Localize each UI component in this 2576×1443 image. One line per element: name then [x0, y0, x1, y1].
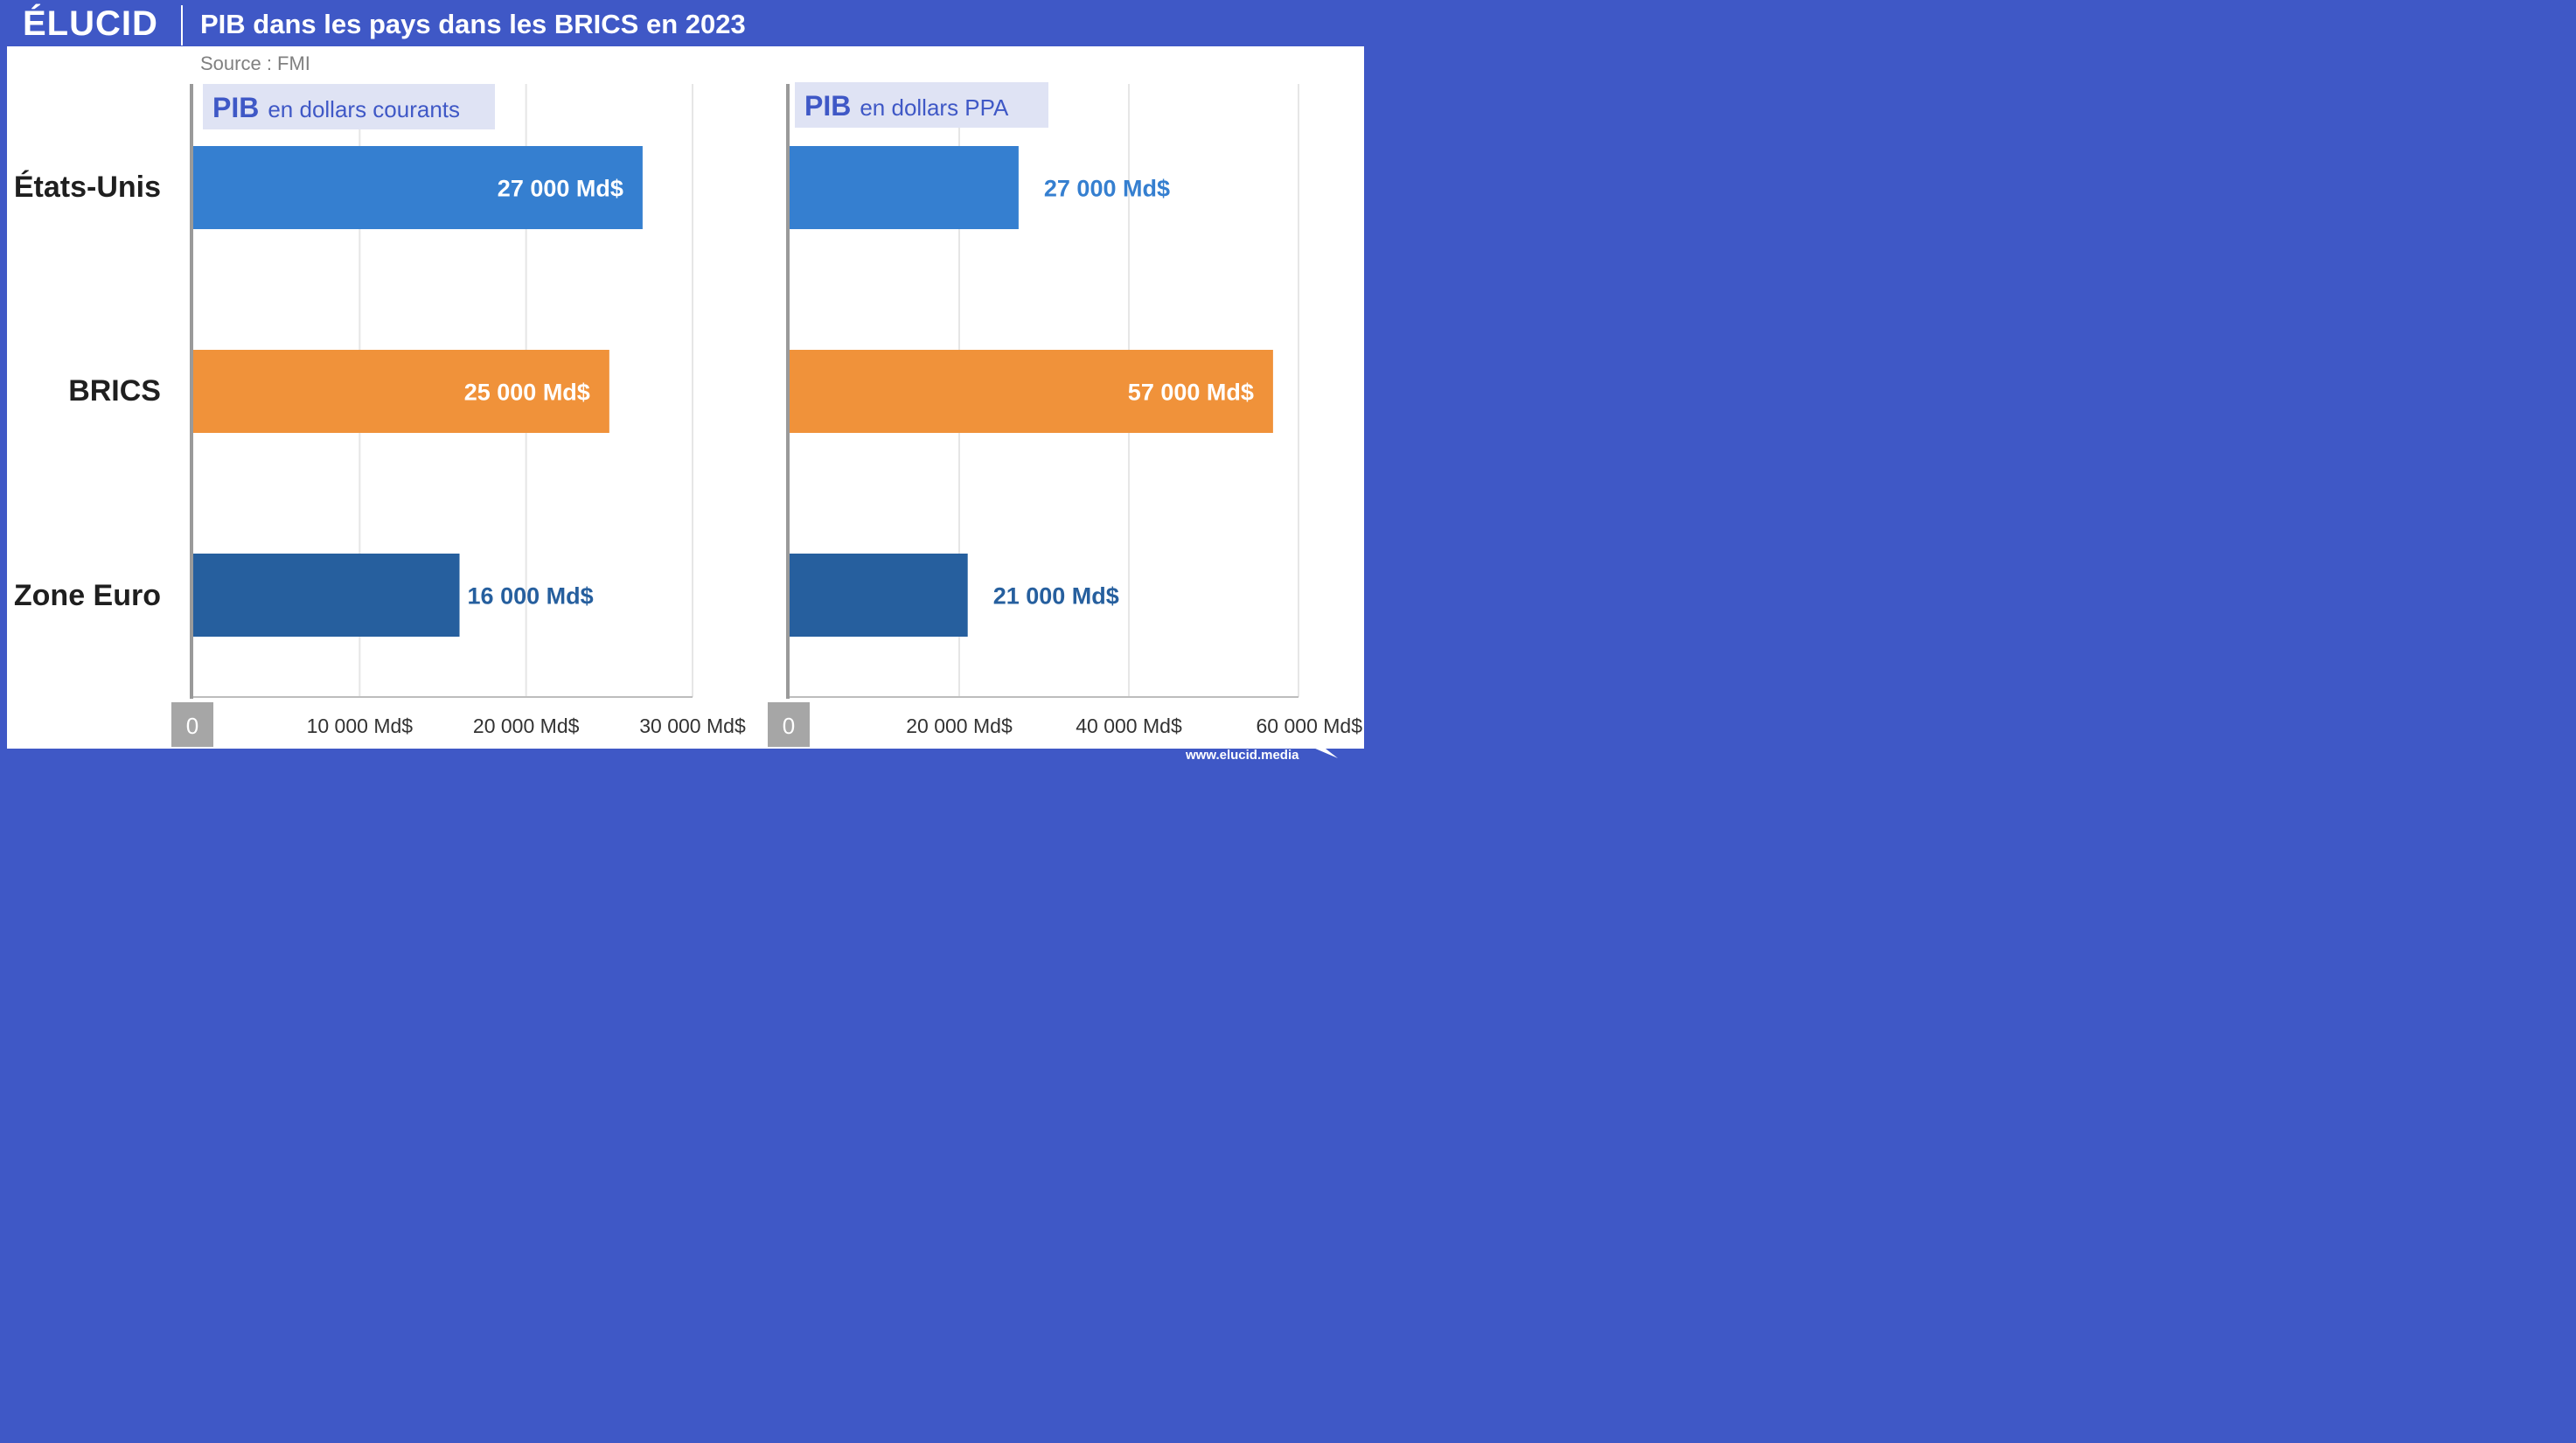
chart2-tick-label: 0 [783, 713, 795, 739]
chart1-bar-zone-euro [193, 554, 460, 637]
chart2-tick-label: 20 000 Md$ [906, 715, 1013, 737]
chart1-subtitle-box [203, 84, 495, 129]
chart2-value-label-brics: 57 000 Md$ [1128, 380, 1254, 406]
chart1-tick-label: 30 000 Md$ [639, 715, 746, 737]
chart1-bar-etats-unis [193, 146, 643, 229]
chart2-subtitle: PIB en dollars PPA [804, 90, 1009, 122]
chart1-tick-label: 10 000 Md$ [307, 715, 414, 737]
chart2-value-label-zone-euro: 21 000 Md$ [993, 583, 1119, 610]
chart2-tick-label: 60 000 Md$ [1257, 715, 1363, 737]
chart2-subtitle-rest: en dollars PPA [860, 94, 1009, 121]
chart1-zero-box [171, 702, 213, 747]
category-label-etats-unis: États-Unis [13, 171, 161, 204]
chart2-bar-zone-euro [790, 554, 968, 637]
chart2-bar-etats-unis [790, 146, 1019, 229]
chart1-value-label-brics: 25 000 Md$ [464, 380, 590, 406]
chart2-value-label-etats-unis: 27 000 Md$ [1044, 176, 1170, 202]
footer-url[interactable]: www.elucid.media [1186, 748, 1299, 763]
source-note: Source : FMI [200, 52, 310, 74]
chart1-subtitle-bold: PIB [212, 92, 259, 123]
chart1-tick-label: 0 [186, 713, 198, 739]
chart2-subtitle-box [795, 82, 1048, 128]
chart1-tick-label: 20 000 Md$ [473, 715, 580, 737]
chart1-value-label-zone-euro: 16 000 Md$ [468, 583, 594, 610]
elucid-logo[interactable]: ÉLUCID [23, 4, 158, 43]
bar-charts: PIB en dollars courants 27 000 Md$ 25 000 M… [171, 82, 1363, 747]
category-label-zone-euro: Zone Euro [13, 579, 161, 612]
chart1-subtitle-rest: en dollars courants [268, 96, 460, 122]
chart1-bar-brics [193, 350, 609, 433]
chart2-bar-brics [790, 350, 1273, 433]
chart1-value-label-etats-unis: 27 000 Md$ [498, 176, 623, 202]
page-title: PIB dans les pays dans les BRICS en 2023 [200, 9, 746, 39]
chart2-subtitle-bold: PIB [804, 90, 851, 122]
chart2-zero-box [768, 702, 810, 747]
header-bar: ÉLUCID PIB dans les pays dans les BRICS … [0, 0, 1371, 46]
chart1-subtitle: PIB en dollars courants [212, 92, 460, 123]
chart2-tick-label: 40 000 Md$ [1076, 715, 1182, 737]
header-divider [181, 5, 183, 45]
category-label-brics: BRICS [68, 374, 161, 408]
